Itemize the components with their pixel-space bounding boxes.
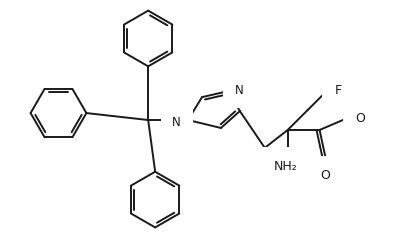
Text: NH₂: NH₂ (274, 160, 298, 173)
Text: O: O (321, 169, 330, 182)
Text: F: F (335, 84, 342, 97)
Text: O: O (356, 112, 365, 124)
Text: N: N (173, 116, 181, 128)
Text: N: N (235, 84, 244, 97)
